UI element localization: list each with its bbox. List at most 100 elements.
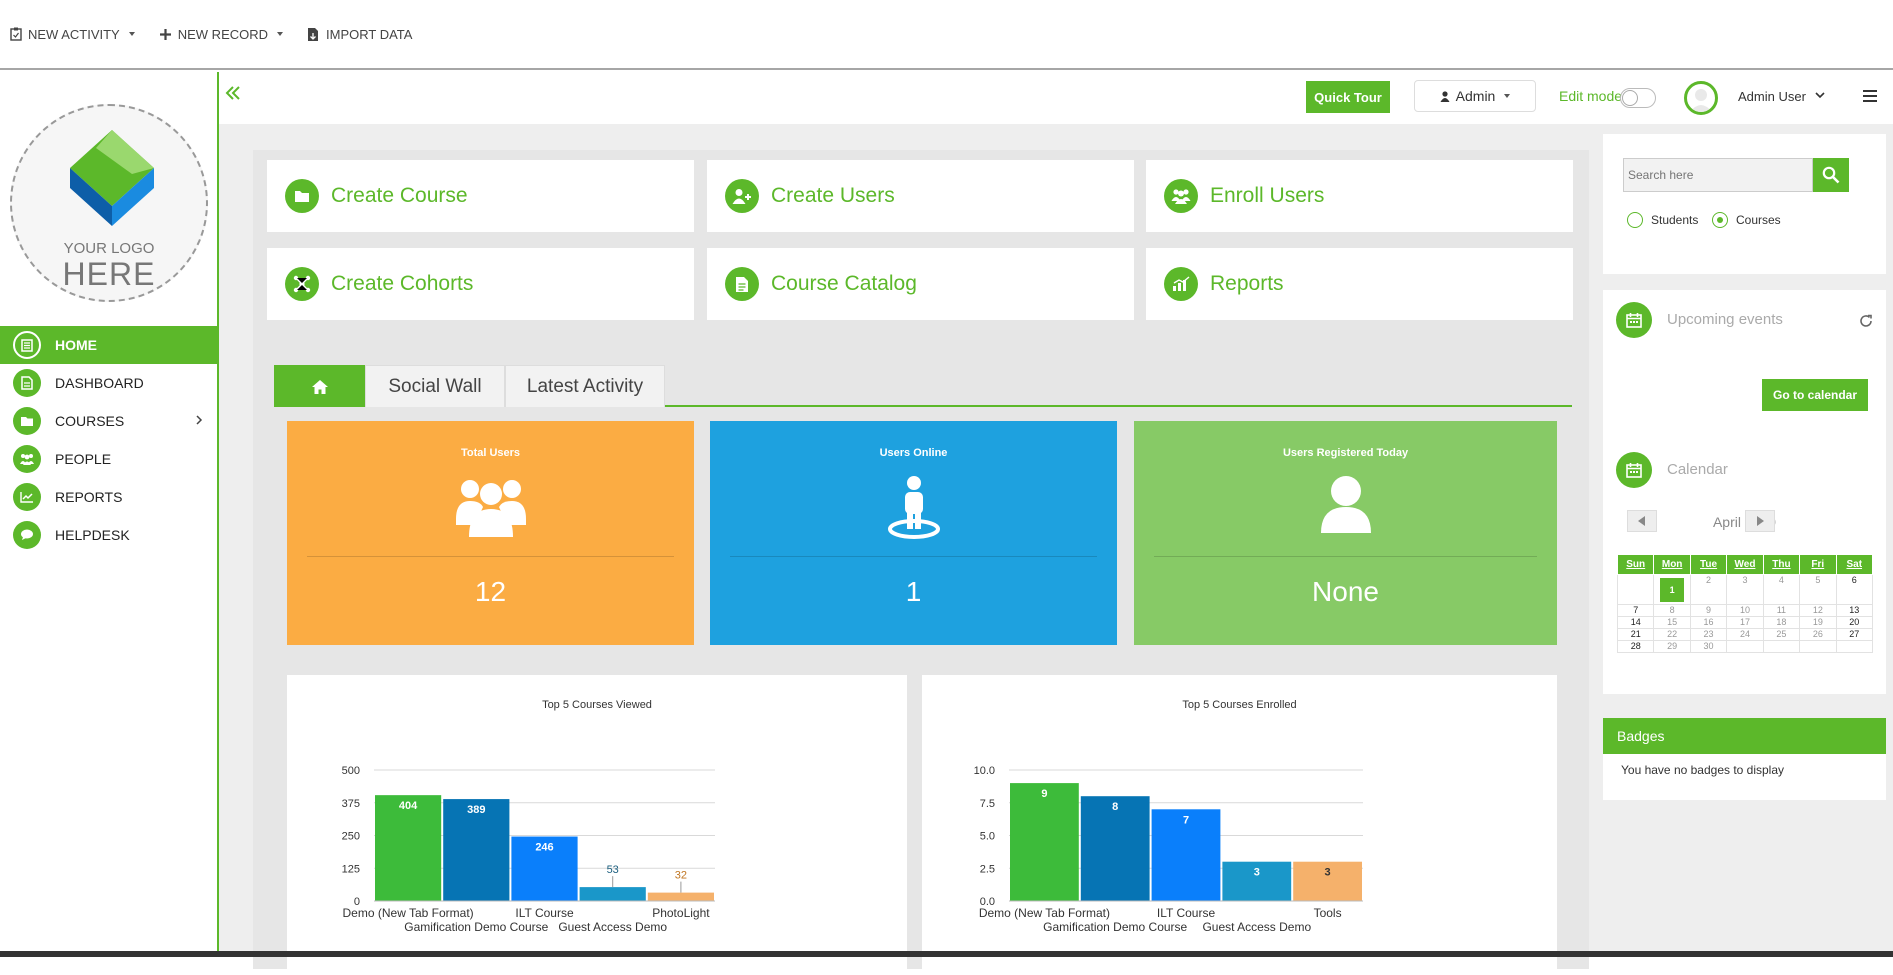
data-label: 9 [1041, 788, 1047, 800]
add-user-icon [725, 179, 759, 213]
calendar-day[interactable]: 25 [1762, 628, 1801, 641]
site-logo[interactable]: YOUR LOGO HERE [10, 104, 208, 302]
collapse-sidebar-icon[interactable] [225, 86, 241, 100]
calendar-day[interactable]: 27 [1835, 628, 1874, 641]
bar[interactable] [1293, 861, 1362, 901]
bar[interactable] [1151, 809, 1221, 901]
top-courses-enrolled-chart: 0.0 2.5 5.0 7.5 10.0 9 Demo (New Tab Format) 8 G… [974, 765, 1363, 934]
calendar-week: 7 8 9 10 11 12 13 [1616, 604, 1874, 617]
menu-icon[interactable] [1862, 89, 1878, 103]
calendar-day[interactable]: 6 [1835, 574, 1874, 605]
reports-tile[interactable]: Reports [1146, 248, 1573, 320]
calendar-day[interactable]: 26 [1799, 628, 1837, 641]
sidebar-item-home[interactable]: HOME [0, 326, 219, 364]
sidebar-item-people[interactable]: PEOPLE [0, 440, 219, 478]
calendar-day[interactable]: 10 [1726, 604, 1764, 617]
calendar-day[interactable]: 7 [1616, 604, 1655, 617]
calendar-day[interactable]: 29 [1653, 640, 1691, 653]
bar[interactable] [511, 836, 578, 901]
bar[interactable] [375, 795, 442, 901]
sidebar-item-dashboard[interactable]: DASHBOARD [0, 364, 219, 402]
radio-courses[interactable]: Courses [1712, 212, 1781, 228]
tab-home[interactable] [274, 365, 365, 407]
calendar-day[interactable]: 13 [1835, 604, 1874, 617]
tab-latest-activity[interactable]: Latest Activity [505, 365, 665, 407]
calendar-day[interactable]: 23 [1689, 628, 1728, 641]
calendar-day[interactable]: 9 [1689, 604, 1728, 617]
calendar-day[interactable]: 28 [1616, 640, 1655, 653]
bar[interactable] [1222, 861, 1292, 901]
calendar-day[interactable]: 17 [1726, 616, 1764, 629]
calendar-day[interactable]: 22 [1653, 628, 1691, 641]
bar[interactable] [443, 799, 510, 901]
bottom-strip [0, 951, 1893, 957]
sidebar-item-reports[interactable]: REPORTS [0, 478, 219, 516]
calendar-day[interactable]: 2 [1689, 574, 1728, 605]
create-users-tile[interactable]: Create Users [707, 160, 1134, 232]
calendar-day[interactable]: 5 [1799, 574, 1837, 605]
calendar-day[interactable]: 3 [1726, 574, 1764, 605]
weekday-thu: Thu [1762, 554, 1801, 575]
calendar-empty-cell [1799, 640, 1837, 653]
calendar-day[interactable]: 20 [1835, 616, 1874, 629]
course-catalog-tile[interactable]: Course Catalog [707, 248, 1134, 320]
calendar-day[interactable]: 15 [1653, 616, 1691, 629]
clipboard-icon [10, 27, 22, 41]
x-tick-label: ILT Course [1157, 906, 1216, 920]
today-marker[interactable]: 1 [1660, 578, 1685, 602]
prev-month-button[interactable] [1627, 510, 1657, 532]
chevron-down-icon[interactable] [1815, 92, 1825, 99]
user-name[interactable]: Admin User [1738, 89, 1806, 104]
admin-dropdown[interactable]: Admin [1414, 80, 1536, 112]
create-course-tile[interactable]: Create Course [267, 160, 694, 232]
calendar-day[interactable]: 30 [1689, 640, 1728, 653]
calendar-empty-cell [1762, 640, 1801, 653]
calendar-day[interactable]: 21 [1616, 628, 1655, 641]
refresh-icon[interactable] [1859, 314, 1873, 328]
people-icon [13, 445, 41, 473]
go-to-calendar-button[interactable]: Go to calendar [1762, 379, 1868, 411]
tab-social-wall[interactable]: Social Wall [365, 365, 505, 407]
bar[interactable] [647, 892, 714, 901]
bar[interactable] [579, 887, 646, 901]
import-data-button[interactable]: IMPORT DATA [307, 27, 412, 42]
weekday-wed: Wed [1726, 554, 1764, 575]
data-label: 3 [1254, 867, 1260, 879]
sidebar-item-courses[interactable]: COURSES [0, 402, 219, 440]
chart-title: Top 5 Courses Viewed [542, 699, 652, 711]
calendar-day[interactable]: 8 [1653, 604, 1691, 617]
create-cohorts-tile[interactable]: Create Cohorts [267, 248, 694, 320]
calendar-day[interactable]: 16 [1689, 616, 1728, 629]
calendar-day[interactable]: 18 [1762, 616, 1801, 629]
enroll-users-tile[interactable]: Enroll Users [1146, 160, 1573, 232]
radio-students[interactable]: Students [1627, 212, 1698, 228]
calendar-day[interactable]: 14 [1616, 616, 1655, 629]
calendar-day[interactable]: 12 [1799, 604, 1837, 617]
calendar-day[interactable]: 11 [1762, 604, 1801, 617]
edit-mode-toggle[interactable] [1620, 88, 1656, 108]
calendar-empty-cell [1726, 640, 1764, 653]
logo-diamond-icon [70, 130, 154, 226]
x-tick-label: Demo (New Tab Format) [343, 906, 474, 920]
cohort-icon [285, 267, 319, 301]
avatar[interactable] [1684, 81, 1718, 115]
chart-title: Top 5 Courses Enrolled [1182, 699, 1297, 711]
calendar-weekdays: Sun Mon Tue Wed Thu Fri Sat [1616, 554, 1874, 575]
radio-circle [1627, 212, 1643, 228]
calendar-day[interactable]: 24 [1726, 628, 1764, 641]
new-activity-button[interactable]: NEW ACTIVITY [10, 27, 135, 42]
sidebar: YOUR LOGO HERE HOME DASHBOARD COURSES PE… [0, 72, 219, 957]
bar[interactable] [1010, 783, 1079, 901]
calendar-day[interactable]: 4 [1762, 574, 1801, 605]
search-input[interactable] [1623, 158, 1813, 192]
new-record-button[interactable]: NEW RECORD [159, 27, 284, 42]
folder-icon [285, 179, 319, 213]
calendar-day[interactable]: 1 [1653, 574, 1691, 605]
search-button[interactable] [1813, 158, 1849, 192]
bar[interactable] [1080, 796, 1150, 901]
sidebar-item-helpdesk[interactable]: HELPDESK [0, 516, 219, 554]
next-month-button[interactable] [1745, 510, 1775, 532]
calendar-day[interactable]: 19 [1799, 616, 1837, 629]
quick-tour-button[interactable]: Quick Tour [1306, 81, 1390, 113]
calendar-week: 21 22 23 24 25 26 27 [1616, 628, 1874, 641]
